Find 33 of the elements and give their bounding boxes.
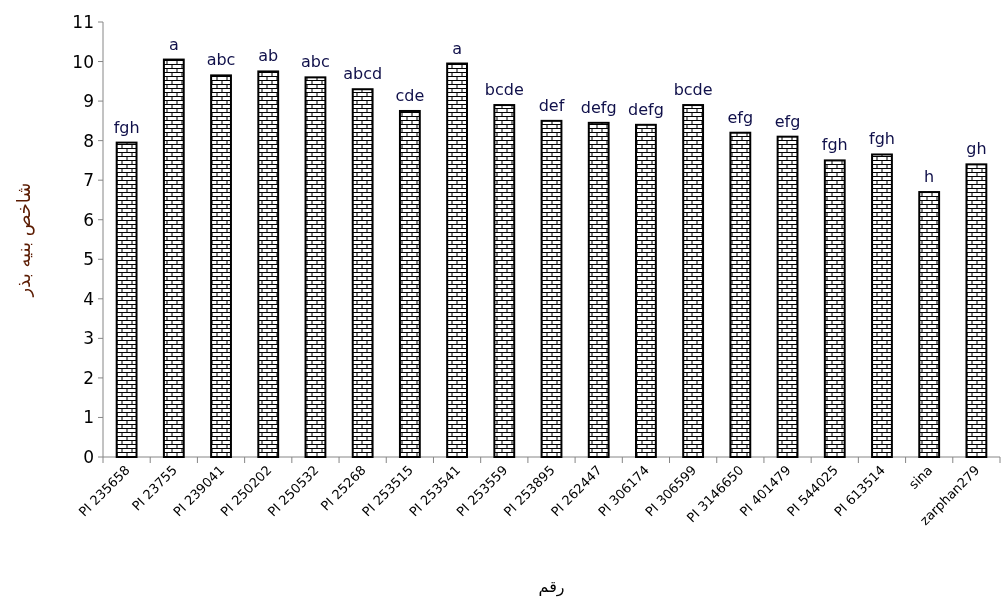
- annotation: abcd: [343, 64, 383, 84]
- annotation: bcde: [484, 80, 524, 100]
- annotation: bcde: [673, 80, 713, 100]
- y-tick-label: 2: [83, 367, 94, 388]
- y-tick-label: 4: [83, 288, 94, 309]
- annotation: efg: [774, 111, 801, 131]
- annotation: fgh: [869, 129, 895, 149]
- annotation: a: [168, 34, 179, 54]
- y-tick-label: 6: [83, 209, 94, 230]
- y-tick-label: 10: [72, 51, 94, 72]
- x-axis-title: رقم: [538, 577, 565, 597]
- annotation: fgh: [821, 135, 848, 155]
- y-tick-label: 5: [83, 249, 94, 270]
- annotation: abc: [301, 52, 330, 72]
- y-tick-label: 8: [83, 130, 94, 151]
- annotation: abc: [206, 50, 236, 70]
- y-tick-label: 0: [83, 447, 94, 467]
- y-tick-label: 9: [83, 91, 94, 112]
- annotation: a: [452, 38, 462, 58]
- y-tick-label: 7: [83, 170, 94, 191]
- annotation: defg: [628, 99, 664, 119]
- annotation: efg: [727, 107, 754, 127]
- annotation: ab: [258, 46, 279, 66]
- y-tick-label: 1: [83, 407, 94, 428]
- annotation: def: [538, 95, 565, 115]
- y-tick-label: 3: [83, 328, 94, 349]
- annotation: h: [924, 167, 935, 187]
- y-axis-title: شاخص بنیه بذر: [13, 182, 35, 298]
- annotation: gh: [966, 139, 987, 159]
- annotation: defg: [580, 97, 617, 117]
- annotation: fgh: [113, 117, 140, 137]
- annotation: cde: [395, 85, 425, 105]
- y-tick-label: 11: [72, 12, 94, 32]
